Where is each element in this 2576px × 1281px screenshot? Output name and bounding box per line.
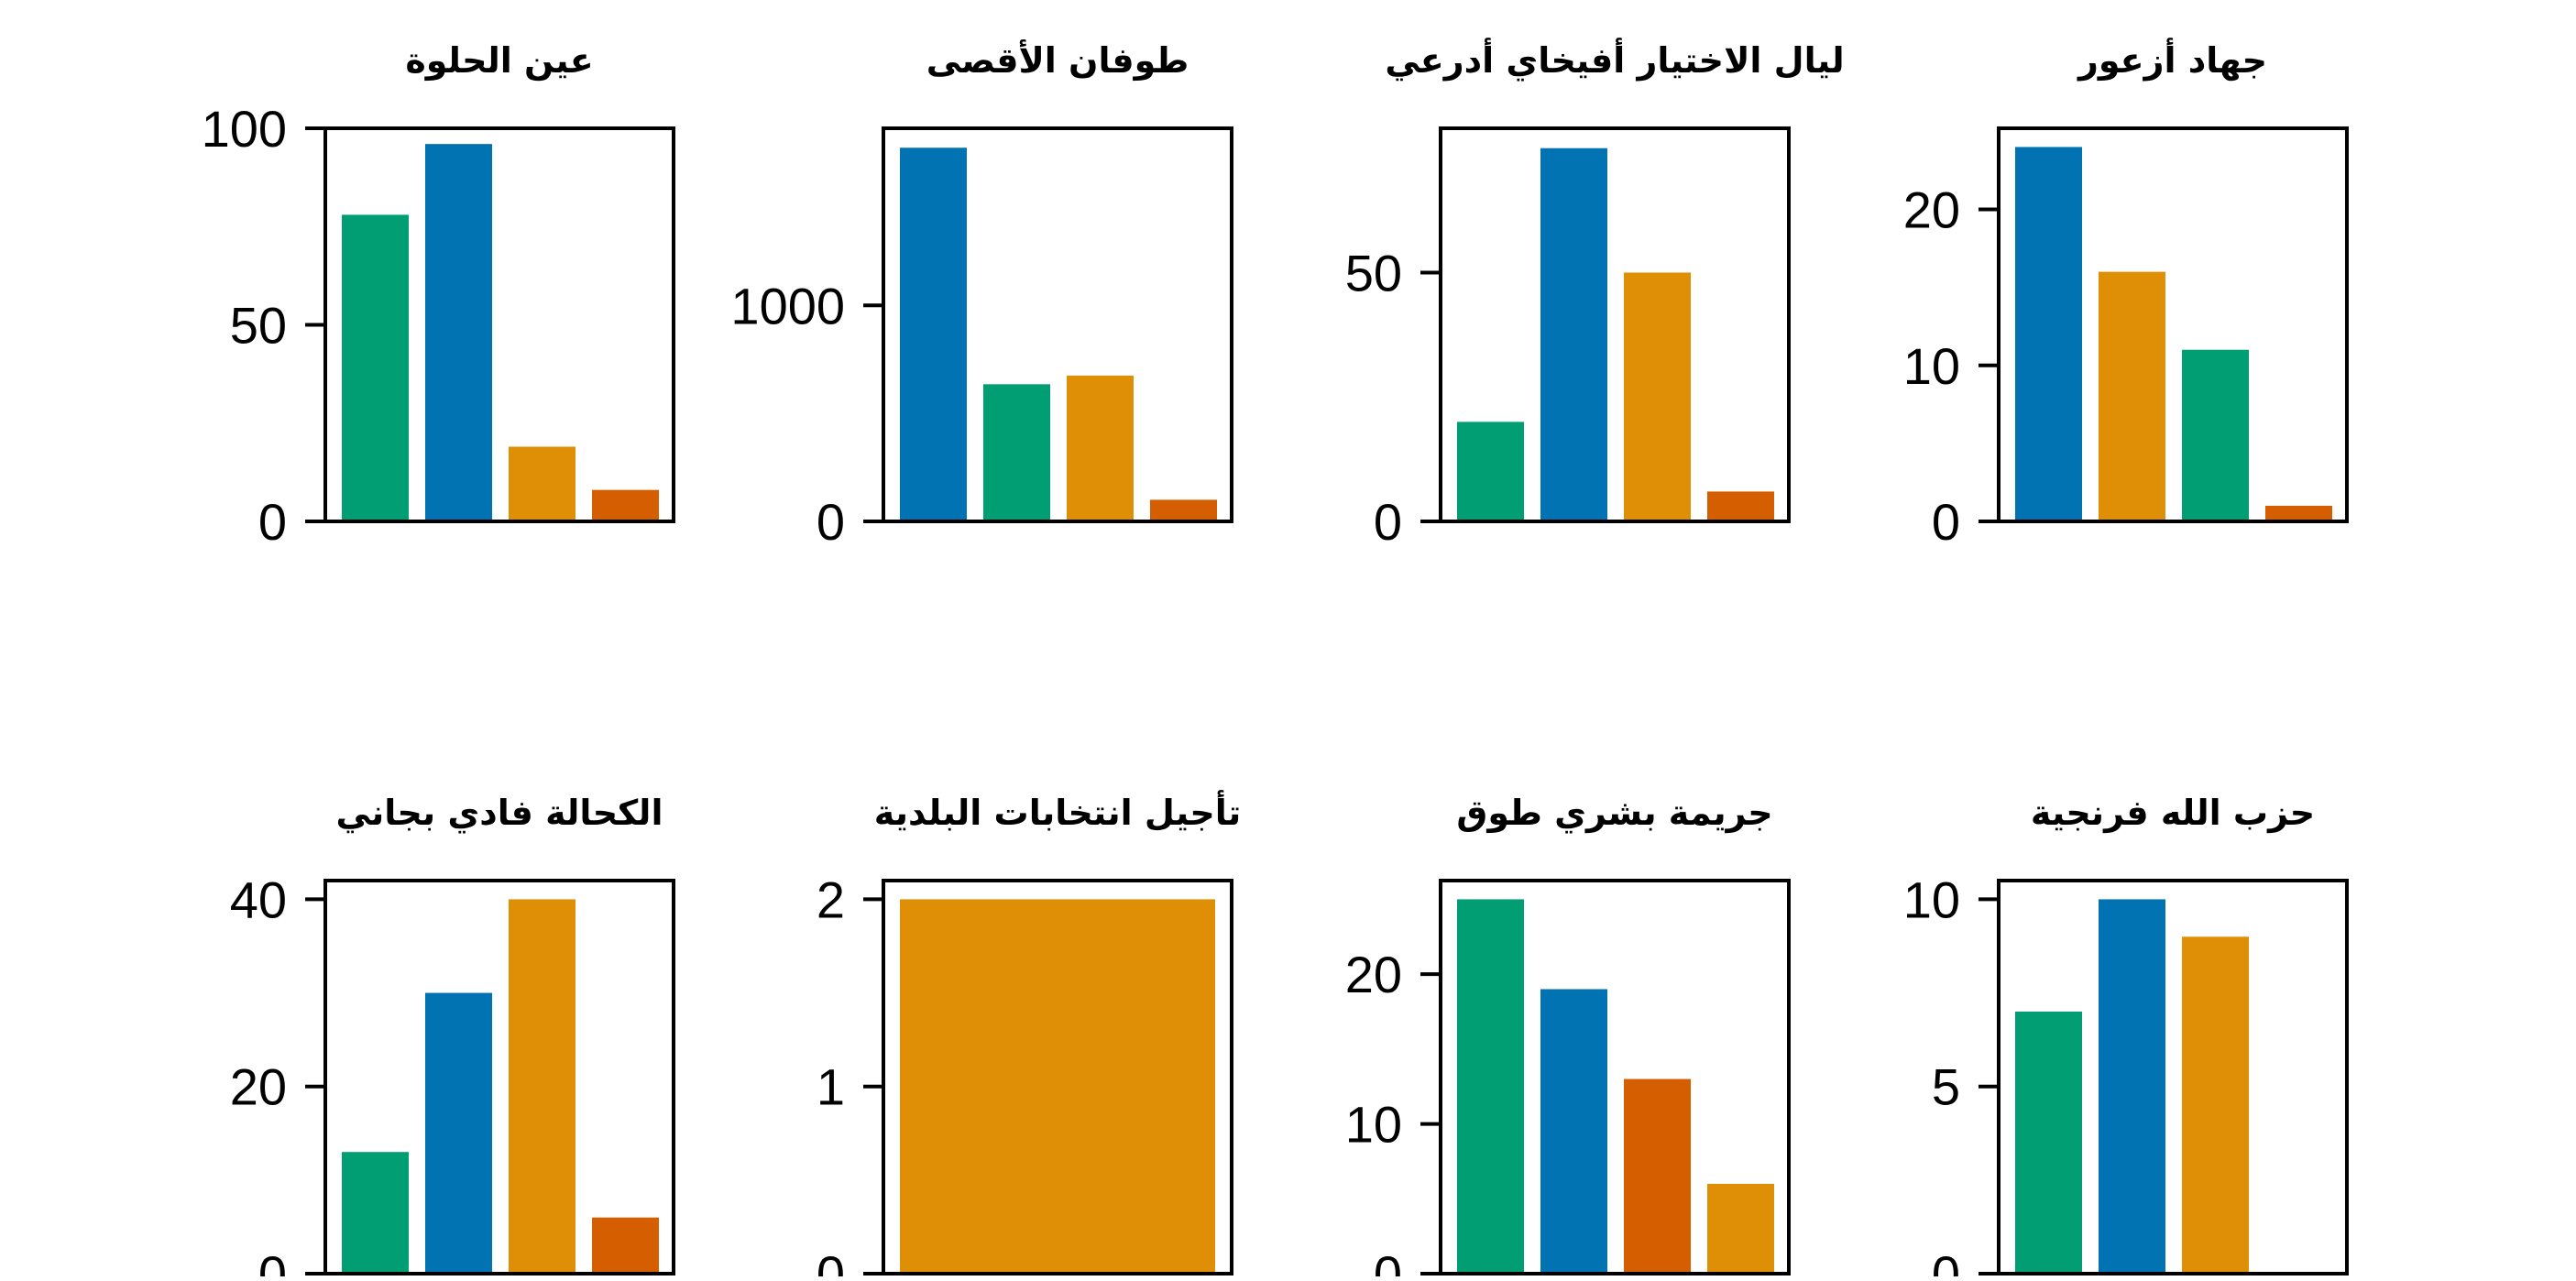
bar [1457,899,1524,1274]
bar [1624,272,1691,521]
y-tick-label: 10 [1903,870,1960,928]
y-tick-label: 0 [1932,493,1960,551]
bar [509,899,575,1274]
y-tick-label: 2 [817,870,845,928]
y-tick-label: 0 [1374,1245,1402,1276]
bar [2182,349,2249,521]
y-tick-label: 50 [230,297,287,355]
bar [425,144,492,521]
panel-title: جهاد أزعور [2077,38,2267,81]
chart-panel-6: تأجيل انتخابات البلدية 0 1 2 [817,790,1242,1281]
bar [2182,936,2249,1274]
axes-frame [1439,126,1791,523]
axes-frame [1997,879,2349,1276]
panel-title: الكحالة فادي بجاني [336,793,663,833]
y-tick-label: 40 [230,870,287,928]
bar [1457,422,1524,521]
axes-frame [882,879,1233,1276]
bar [342,214,409,521]
bar [983,384,1050,521]
y-tick-label: 10 [1345,1096,1402,1154]
axes-frame [323,879,675,1276]
y-tick-label: 0 [817,1245,845,1276]
chart-panel-7: جريمة بشري طوق 0 10 20 [1345,793,1791,1281]
bar [2015,1012,2082,1274]
y-tick-label: 20 [1903,181,1960,239]
y-tick-label: 0 [258,1245,287,1276]
bar [592,1217,659,1274]
bar [1067,375,1134,521]
bar [900,899,1215,1274]
y-tick-label: 10 [1903,337,1960,395]
chart-panel-4: جهاد أزعور 0 10 20 [1903,38,2349,551]
bar [1707,491,1774,521]
y-tick-label: 0 [258,493,287,551]
bar [1540,989,1607,1274]
bar [900,148,967,521]
bar [342,1152,409,1274]
panel-title: جريمة بشري طوق [1456,793,1772,833]
bar [1624,1078,1691,1274]
y-tick-label: 20 [230,1058,287,1116]
bar [2099,271,2165,521]
panel-title: تأجيل انتخابات البلدية [874,790,1242,833]
axes-frame [1997,126,2349,523]
chart-panel-3: ليال الاختيار أفيخاي أدرعي 0 50 [1345,38,1845,551]
y-tick-label: 0 [817,493,845,551]
chart-panel-5: الكحالة فادي بجاني 0 20 40 [230,793,675,1281]
y-tick-label: 0 [1932,1245,1960,1276]
y-tick-label: 1 [817,1058,845,1116]
bar [1707,1183,1774,1274]
y-tick-label: 0 [1374,493,1402,551]
bar [425,992,492,1274]
bar [2265,505,2332,521]
panel-title: حزب الله فرنجية [2031,793,2315,833]
panel-title: عين الحلوة [405,40,593,81]
y-tick-label: 100 [202,100,287,158]
axes-frame [882,126,1233,523]
bar [509,446,575,521]
chart-panel-8: حزب الله فرنجية 0 5 10 [1903,793,2349,1281]
bar [1150,499,1217,521]
bar [1540,148,1607,522]
y-tick-label: 1000 [730,277,845,334]
panel-title: ليال الاختيار أفيخاي أدرعي [1385,38,1844,81]
chart-panel-2: طوفان الأقصى 0 1000 [730,38,1233,551]
bar [2099,899,2165,1274]
y-tick-label: 5 [1932,1058,1960,1116]
y-tick-label: 50 [1345,244,1402,301]
bar [592,489,659,521]
y-tick-label: 20 [1345,946,1402,1003]
axes-frame [1439,879,1791,1276]
bar [2015,147,2082,521]
panel-title: طوفان الأقصى [926,38,1189,81]
chart-panel-1: عين الحلوة 0 50 100 [202,40,675,551]
